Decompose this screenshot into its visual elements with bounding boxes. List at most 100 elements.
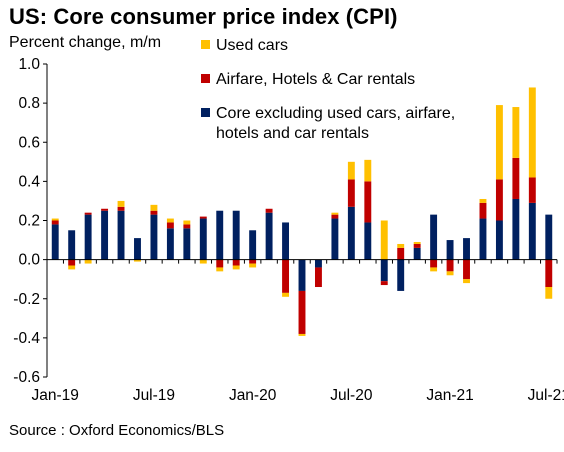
bar-segment (347, 206, 355, 260)
bar-segment (495, 220, 503, 260)
bar-segment (282, 259, 290, 293)
y-tick-label: 0.4 (18, 173, 40, 190)
bar-segment (397, 259, 405, 291)
bar-segment (446, 259, 454, 272)
bar-segment (134, 259, 141, 262)
bar-segment (347, 179, 355, 207)
bar-segment (545, 259, 553, 288)
legend-swatch (201, 74, 210, 83)
bar-segment (380, 281, 388, 286)
bar-segment (413, 243, 421, 248)
bar-segment (314, 267, 322, 288)
bar-segment (68, 259, 76, 266)
bar-segment (430, 267, 438, 272)
x-tick-label: Jul-21 (528, 387, 564, 404)
bar-segment (545, 214, 553, 260)
bar-segment (183, 220, 191, 225)
bar-segment (150, 210, 158, 215)
y-axis-label: Percent change, m/m (9, 34, 162, 51)
bar-segment (397, 243, 405, 248)
bar-segment (479, 218, 487, 260)
legend-label: Core excluding used cars, airfare, hotels… (216, 105, 455, 142)
bar-segment (117, 210, 125, 260)
bar-segment (463, 259, 470, 280)
y-tick-label: -0.4 (13, 330, 40, 347)
bar-segment (265, 208, 273, 213)
bar-segment (495, 105, 503, 180)
x-tick-label: Jul-19 (133, 387, 175, 404)
bar-segment (216, 259, 224, 268)
bar-segment (446, 271, 454, 276)
legend-swatch (201, 40, 210, 49)
bar-segment (84, 259, 92, 264)
x-tick-label: Jul-20 (330, 387, 373, 404)
bar-segment (183, 228, 191, 260)
bar-segment (331, 214, 339, 219)
bar-segment (249, 263, 257, 268)
bar-segment (314, 259, 322, 268)
bar-segment (101, 210, 109, 260)
bar-segment (282, 292, 290, 297)
bar-segment (150, 204, 158, 211)
bar-segment (380, 220, 388, 260)
source-note: Source : Oxford Economics/BLS (9, 422, 225, 439)
bar-segment (528, 202, 536, 260)
x-tick-label: Jan-21 (426, 387, 473, 404)
bar-segment (512, 107, 520, 158)
bar-segment (380, 259, 388, 282)
bar-segment (331, 218, 339, 260)
bar-segment (84, 214, 92, 260)
bar-segment (479, 202, 487, 219)
bar-segment (282, 222, 290, 260)
bar-segment (364, 159, 372, 182)
bar-segment (298, 290, 306, 334)
bar-segment (298, 333, 306, 336)
bar-segment (249, 230, 257, 260)
bar-segment (68, 230, 76, 260)
bar-segment (51, 220, 59, 225)
bar-segment (183, 224, 191, 229)
legend-label: Used cars (216, 37, 288, 54)
bar-segment (364, 181, 372, 223)
y-tick-label: 0.6 (18, 134, 40, 151)
y-tick-label: 0.2 (18, 213, 40, 230)
bar-segment (528, 177, 536, 203)
bar-segment (232, 265, 240, 270)
bar-segment (199, 216, 207, 219)
bar-segment (199, 259, 207, 264)
bar-segment (512, 157, 520, 199)
bar-segment (166, 228, 174, 260)
bar-segment (199, 218, 207, 260)
bar-segment (463, 238, 470, 260)
bar-segment (166, 218, 174, 223)
bar-segment (331, 212, 339, 215)
bar-segment (528, 87, 536, 178)
bar-segment (51, 218, 59, 221)
legend-label: Airfare, Hotels & Car rentals (216, 71, 415, 88)
bar-segment (479, 198, 487, 203)
bar-segment (298, 259, 306, 291)
y-tick-label: 0.0 (18, 252, 40, 269)
chart-title: US: Core consumer price index (CPI) (9, 4, 398, 29)
bar-segment (101, 208, 109, 211)
bar-segment (150, 214, 158, 260)
bar-segment (463, 279, 470, 284)
x-tick-label: Jan-19 (32, 387, 79, 404)
y-tick-label: 0.8 (18, 95, 40, 112)
bar-segment (364, 222, 372, 260)
y-tick-label: -0.2 (13, 291, 40, 308)
bar-segment (232, 210, 240, 260)
bar-segment (430, 214, 438, 260)
bar-segment (512, 198, 520, 260)
bar-segment (265, 212, 273, 260)
bar-segment (68, 265, 76, 270)
bar-segment (232, 259, 240, 266)
bar-segment (495, 179, 503, 221)
bar-segment (166, 222, 174, 229)
y-tick-label: -0.6 (13, 369, 40, 386)
y-tick-label: 1.0 (18, 56, 40, 73)
bar-segment (249, 259, 257, 264)
legend: Used cars Airfare, Hotels & Car rentals Co… (201, 37, 455, 142)
